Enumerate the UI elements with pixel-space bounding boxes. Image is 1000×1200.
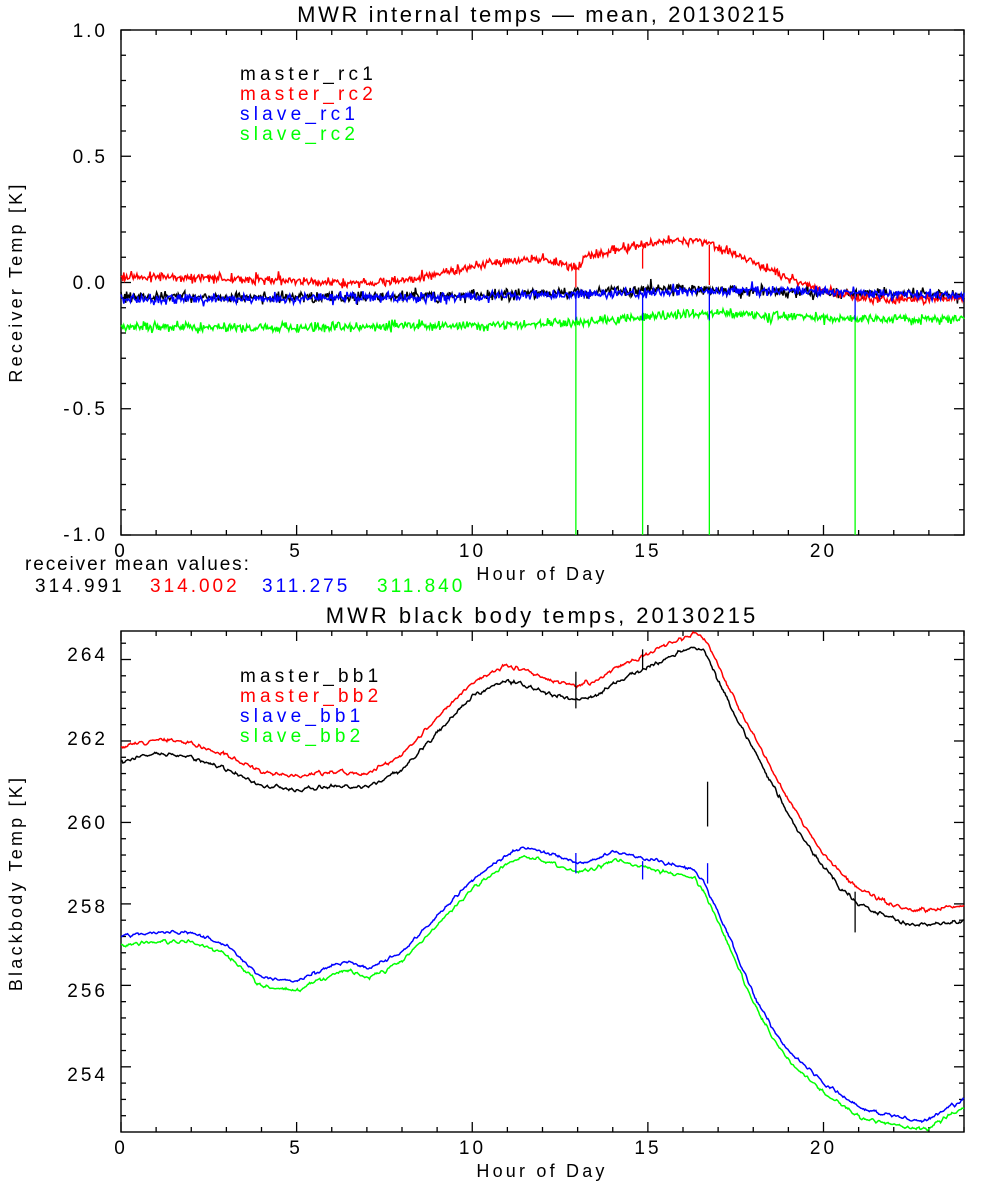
svg-text:-0.5: -0.5 — [63, 399, 108, 420]
svg-text:0.5: 0.5 — [73, 147, 108, 168]
svg-text:0: 0 — [114, 1138, 128, 1159]
svg-text:5: 5 — [289, 1138, 303, 1159]
svg-text:slave_bb2: slave_bb2 — [240, 726, 364, 747]
svg-text:master_bb2: master_bb2 — [240, 686, 382, 707]
svg-text:15: 15 — [634, 1138, 661, 1159]
svg-text:master_bb1: master_bb1 — [240, 666, 382, 687]
svg-text:slave_rc1: slave_rc1 — [240, 104, 359, 125]
svg-text:MWR internal temps — mean, 201: MWR internal temps — mean, 20130215 — [297, 2, 787, 27]
svg-text:314.002: 314.002 — [150, 576, 240, 597]
svg-text:256: 256 — [67, 981, 108, 1002]
svg-text:254: 254 — [67, 1065, 108, 1086]
svg-text:1.0: 1.0 — [73, 21, 108, 42]
svg-text:258: 258 — [67, 897, 108, 918]
svg-text:Hour of Day: Hour of Day — [476, 1161, 607, 1181]
svg-text:260: 260 — [67, 813, 108, 834]
svg-text:slave_bb1: slave_bb1 — [240, 706, 364, 727]
svg-text:MWR black body temps, 20130215: MWR black body temps, 20130215 — [326, 603, 758, 628]
svg-text:264: 264 — [67, 645, 108, 666]
svg-text:20: 20 — [810, 541, 837, 562]
svg-text:20: 20 — [810, 1138, 837, 1159]
svg-text:5: 5 — [289, 541, 303, 562]
svg-text:0.0: 0.0 — [73, 273, 108, 294]
svg-text:262: 262 — [67, 729, 108, 750]
svg-text:Blackbody Temp [K]: Blackbody Temp [K] — [6, 775, 26, 991]
svg-text:311.840: 311.840 — [377, 576, 465, 597]
svg-text:-1.0: -1.0 — [63, 525, 108, 546]
svg-text:311.275: 311.275 — [262, 576, 350, 597]
svg-text:slave_rc2: slave_rc2 — [240, 124, 359, 145]
svg-text:Receiver Temp [K]: Receiver Temp [K] — [6, 181, 26, 382]
svg-text:master_rc1: master_rc1 — [240, 64, 377, 85]
svg-text:15: 15 — [634, 541, 661, 562]
svg-text:314.991: 314.991 — [35, 576, 125, 597]
svg-text:10: 10 — [459, 541, 486, 562]
svg-text:receiver mean values:: receiver mean values: — [25, 554, 251, 575]
svg-text:master_rc2: master_rc2 — [240, 84, 377, 105]
svg-text:Hour of Day: Hour of Day — [476, 564, 607, 584]
svg-text:10: 10 — [459, 1138, 486, 1159]
